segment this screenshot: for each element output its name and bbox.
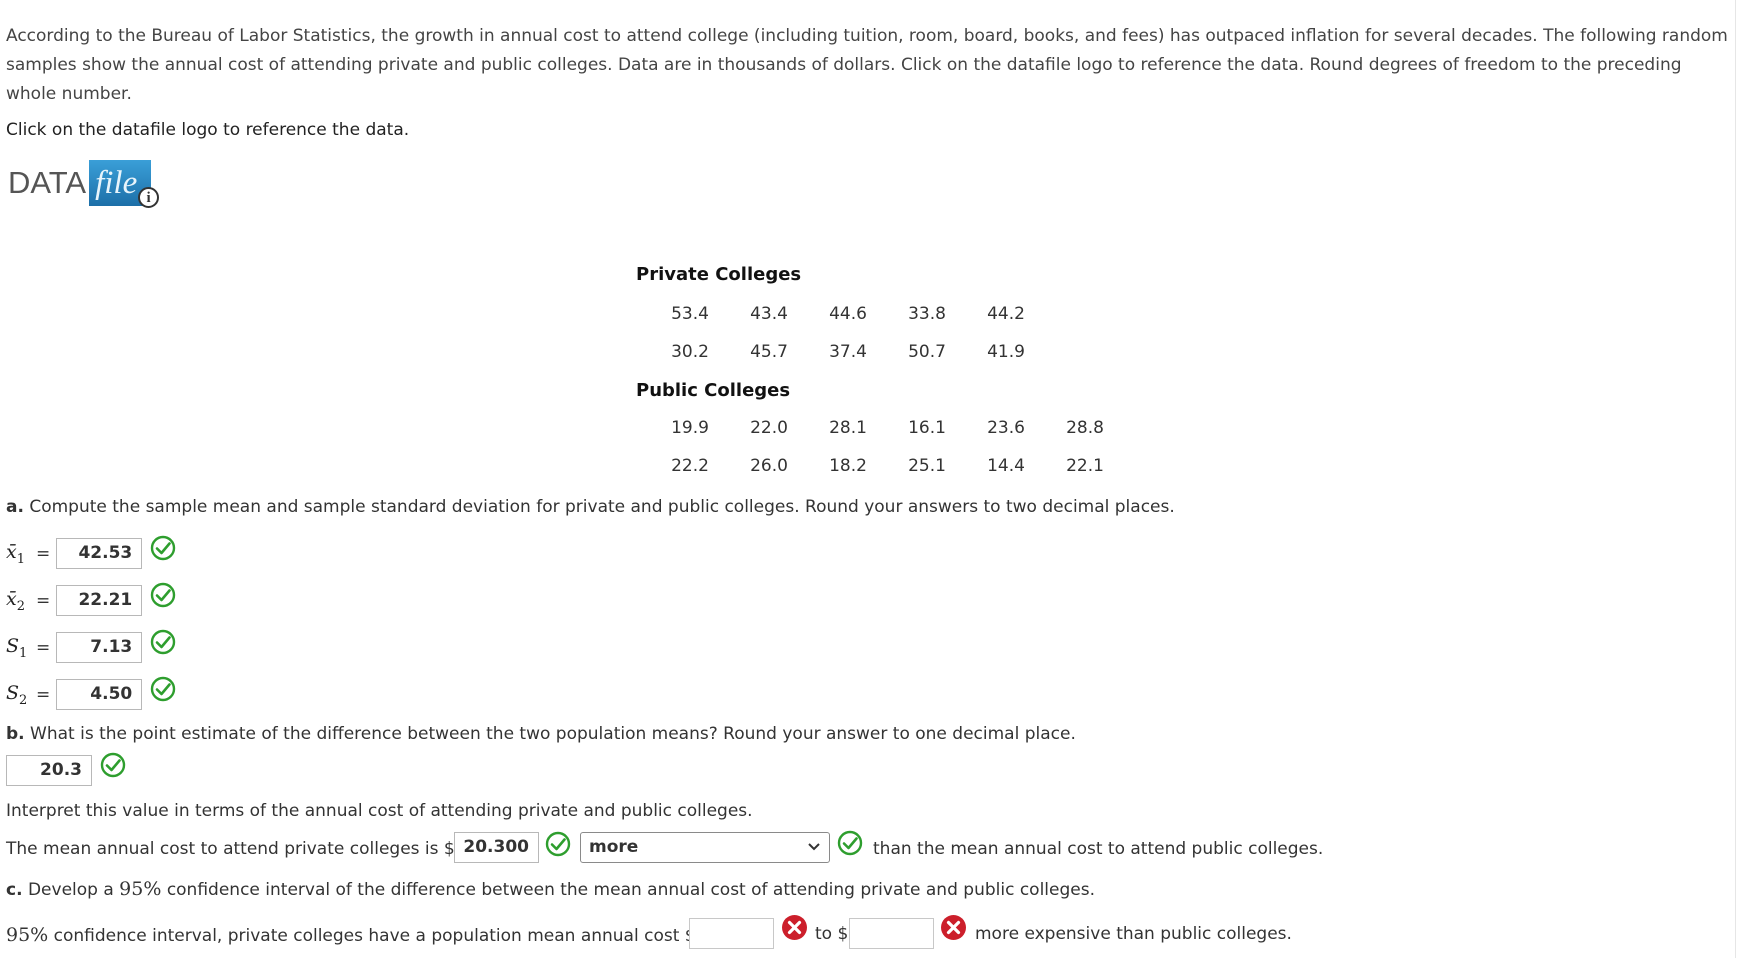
ci-to-text: to $ [815, 924, 849, 944]
table-cell: 44.6 [829, 304, 867, 324]
point-estimate-input[interactable]: 20.3 [6, 755, 92, 786]
table-cell: 33.8 [908, 304, 946, 324]
table-cell: 14.4 [987, 456, 1025, 476]
datafile-logo[interactable]: DATA file i [8, 160, 160, 208]
s1-answer-row: S1 = 7.13 [6, 629, 176, 663]
x-circle-icon [782, 915, 807, 940]
table-cell: 50.7 [908, 342, 946, 362]
ci-sentence-end: more expensive than public colleges. [975, 924, 1292, 944]
equals-sign: = [36, 637, 51, 658]
datafile-note: Click on the datafile logo to reference … [6, 120, 410, 140]
confidence-level: 95% [119, 878, 162, 900]
xbar-symbol: x̄ [6, 540, 17, 563]
ci-upper-input[interactable] [849, 918, 934, 949]
interpret-sentence-start: The mean annual cost to attend private c… [6, 839, 455, 859]
table-cell: 22.1 [1066, 456, 1104, 476]
ci-sentence-text: confidence interval, private colleges ha… [53, 926, 696, 946]
private-colleges-title: Private Colleges [636, 264, 802, 285]
ci-sentence-start: 95% confidence interval, private college… [6, 924, 696, 946]
equals-sign: = [36, 684, 51, 705]
x1-label: x̄1 [6, 541, 36, 567]
table-cell: 41.9 [987, 342, 1025, 362]
subscript: 2 [16, 598, 25, 614]
table-cell: 30.2 [671, 342, 709, 362]
x2-answer-row: x̄2 = 22.21 [6, 582, 176, 616]
equals-sign: = [36, 543, 51, 564]
subscript: 2 [19, 692, 28, 708]
check-circle-icon [151, 676, 176, 701]
part-c-text-pre: Develop a [27, 880, 114, 900]
subscript: 1 [16, 551, 25, 567]
check-circle-icon [151, 629, 176, 654]
more-less-select[interactable]: more [580, 832, 830, 863]
scrollbar-track[interactable] [1735, 0, 1736, 958]
x1-answer-row: x̄1 = 42.53 [6, 535, 176, 569]
table-cell: 53.4 [671, 304, 709, 324]
public-colleges-title: Public Colleges [636, 380, 791, 401]
s2-label: S2 [6, 682, 36, 708]
chevron-down-icon [808, 843, 820, 851]
problem-intro: According to the Bureau of Labor Statist… [6, 26, 1728, 104]
table-cell: 28.8 [1066, 418, 1104, 438]
check-circle-icon [100, 752, 126, 777]
check-circle-icon [151, 535, 176, 560]
difference-input[interactable]: 20.300 [454, 832, 539, 863]
check-circle-icon [151, 582, 176, 607]
ci-lower-input[interactable] [689, 918, 774, 949]
logo-data-text: DATA [8, 165, 87, 200]
point-estimate-row: 20.3 [6, 752, 126, 786]
table-cell: 28.1 [829, 418, 867, 438]
check-circle-icon [837, 830, 863, 856]
s-symbol: S [6, 634, 20, 657]
select-value: more [589, 837, 639, 857]
xbar-symbol: x̄ [6, 587, 17, 610]
table-cell: 19.9 [671, 418, 709, 438]
part-b-text: What is the point estimate of the differ… [30, 724, 1076, 744]
equals-sign: = [36, 590, 51, 611]
table-cell: 22.0 [750, 418, 788, 438]
x2-input[interactable]: 22.21 [56, 585, 143, 616]
table-cell: 37.4 [829, 342, 867, 362]
part-c-letter: c. [6, 880, 23, 900]
table-cell: 45.7 [750, 342, 788, 362]
table-cell: 18.2 [829, 456, 867, 476]
part-a-letter: a. [6, 497, 24, 517]
s2-input[interactable]: 4.50 [56, 679, 143, 710]
table-cell: 23.6 [987, 418, 1025, 438]
logo-file-badge: file i [89, 160, 160, 208]
table-cell: 26.0 [750, 456, 788, 476]
subscript: 1 [19, 645, 28, 661]
interpret-prompt: Interpret this value in terms of the ann… [6, 801, 753, 821]
table-cell: 43.4 [750, 304, 788, 324]
s1-label: S1 [6, 635, 36, 661]
x1-input[interactable]: 42.53 [56, 538, 143, 569]
part-a-question: a. Compute the sample mean and sample st… [6, 497, 1175, 517]
s1-input[interactable]: 7.13 [56, 632, 143, 663]
info-icon: i [138, 187, 160, 208]
table-cell: 22.2 [671, 456, 709, 476]
check-circle-icon [545, 831, 571, 857]
logo-file-text: file [95, 165, 138, 201]
part-c-text-post: confidence interval of the difference be… [166, 880, 1095, 900]
table-cell: 25.1 [908, 456, 946, 476]
table-cell: 16.1 [908, 418, 946, 438]
ci-confidence-level: 95% [6, 924, 49, 946]
part-c-question: c. Develop a 95% confidence interval of … [6, 878, 1095, 900]
part-a-text: Compute the sample mean and sample stand… [29, 497, 1175, 517]
part-b-letter: b. [6, 724, 25, 744]
s-symbol: S [6, 681, 20, 704]
part-b-question: b. What is the point estimate of the dif… [6, 724, 1076, 744]
interpret-sentence-end: than the mean annual cost to attend publ… [873, 839, 1324, 859]
x2-label: x̄2 [6, 588, 36, 614]
s2-answer-row: S2 = 4.50 [6, 676, 176, 710]
x-circle-icon [941, 915, 966, 940]
table-cell: 44.2 [987, 304, 1025, 324]
